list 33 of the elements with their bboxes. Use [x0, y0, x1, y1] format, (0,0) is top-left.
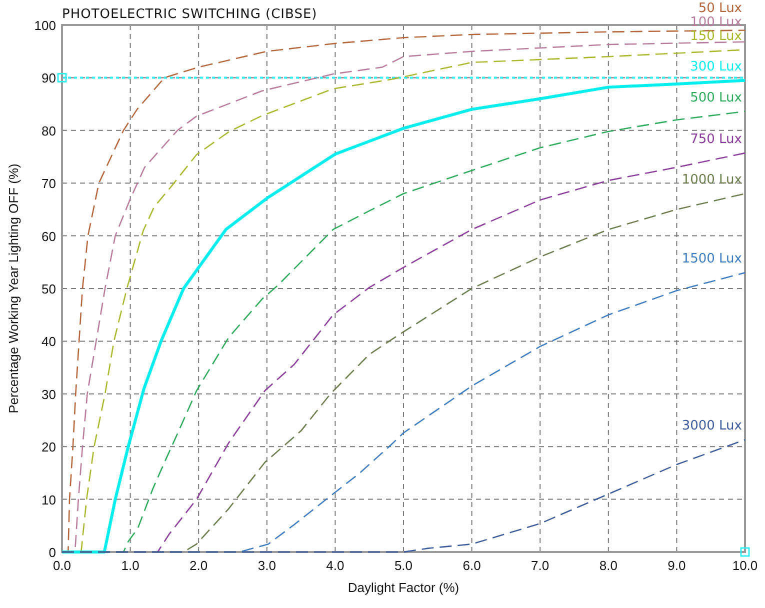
series-label: 3000 Lux [682, 418, 742, 434]
y-tick-label: 10 [42, 492, 56, 508]
series-label: 500 Lux [690, 90, 742, 106]
y-tick-label: 50 [42, 282, 56, 296]
y-tick-label: 60 [42, 228, 56, 244]
series-label: 750 Lux [690, 132, 742, 148]
y-tick-label: 30 [42, 386, 56, 402]
y-tick-label: 70 [42, 176, 56, 192]
x-tick-label: 5.0 [394, 558, 413, 573]
x-tick-label: 10.0 [732, 558, 758, 573]
x-tick-label: 4.0 [326, 558, 344, 573]
line-series [61, 439, 746, 553]
series-label: 1500 Lux [682, 252, 742, 267]
series-label: 150 Lux [690, 28, 742, 44]
y-tick-label: 80 [42, 123, 56, 138]
x-tick-label: 9.0 [668, 558, 686, 573]
x-tick-label: 2.0 [190, 558, 208, 573]
x-tick-label: 0.0 [52, 558, 72, 573]
x-tick-label: 3.0 [258, 558, 276, 573]
y-tick-label: 40 [42, 334, 56, 350]
x-tick-label: 8.0 [599, 558, 618, 573]
y-axis-title: Percentage Working Year Lighting OFF (%) [6, 164, 21, 414]
x-axis-title: Daylight Factor (%) [348, 580, 460, 595]
x-tick-label: 1.0 [121, 558, 140, 573]
y-tick-label: 100 [34, 18, 56, 33]
series-label: 300 Lux [690, 59, 742, 74]
y-tick-label: 90 [42, 70, 56, 86]
x-tick-label: 6.0 [462, 558, 481, 573]
chart-title: PHOTOELECTRIC SWITCHING (CIBSE) [62, 7, 318, 22]
x-tick-label: 7.0 [531, 558, 550, 573]
y-tick-label: 20 [42, 440, 56, 455]
y-tick-label: 0 [48, 545, 56, 560]
series-label: 50 Lux [698, 0, 742, 16]
